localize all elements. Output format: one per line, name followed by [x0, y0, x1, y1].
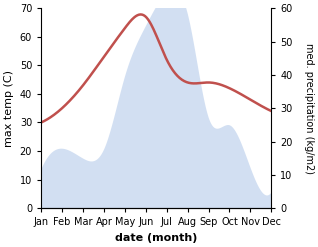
Y-axis label: max temp (C): max temp (C): [4, 70, 14, 147]
X-axis label: date (month): date (month): [115, 233, 197, 243]
Y-axis label: med. precipitation (kg/m2): med. precipitation (kg/m2): [304, 43, 314, 174]
